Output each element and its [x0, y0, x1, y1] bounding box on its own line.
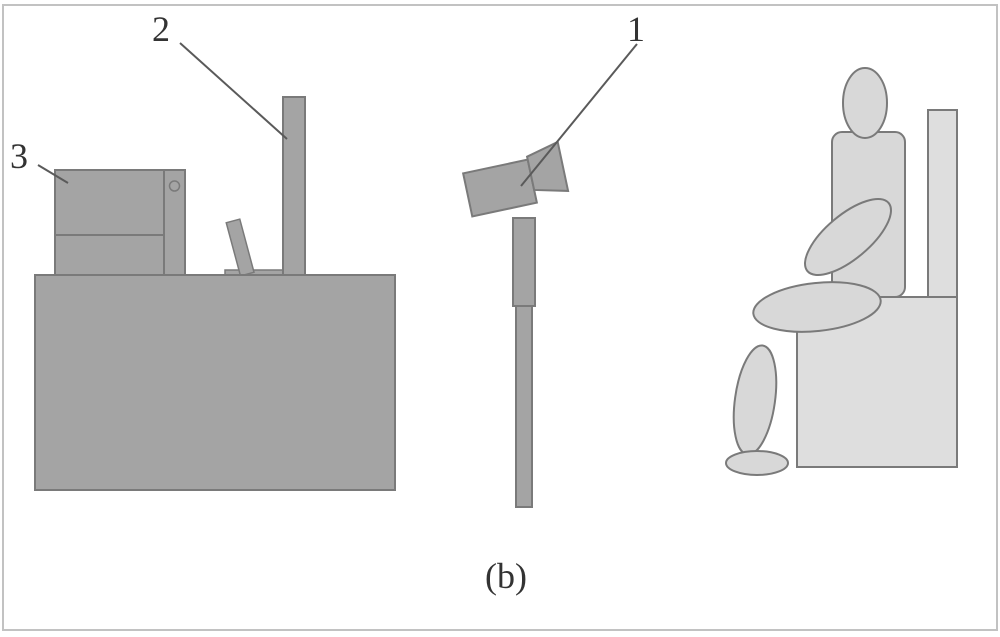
person-head — [843, 68, 887, 138]
caption-b: (b) — [485, 555, 527, 597]
monitor-stand-leg — [226, 219, 254, 276]
camera-group — [461, 142, 569, 507]
seat-back — [928, 110, 957, 297]
tripod-pole-base — [516, 302, 532, 507]
person-foot — [726, 451, 788, 475]
desk-group — [35, 97, 395, 490]
diagram-svg — [0, 0, 1000, 637]
label-1: 1 — [627, 8, 645, 50]
desk-body — [35, 275, 395, 490]
label-2: 2 — [152, 8, 170, 50]
pc-power-button — [170, 181, 180, 191]
leader-line-2 — [180, 43, 287, 139]
tripod-pole-upper — [513, 218, 535, 306]
person-shin — [728, 343, 783, 457]
camera-body — [463, 160, 537, 217]
diagram-canvas: 2 3 1 (b) — [0, 0, 1000, 637]
label-3: 3 — [10, 135, 28, 177]
leader-line-1 — [521, 44, 637, 186]
person-group — [726, 68, 957, 475]
monitor-screen — [283, 97, 305, 275]
